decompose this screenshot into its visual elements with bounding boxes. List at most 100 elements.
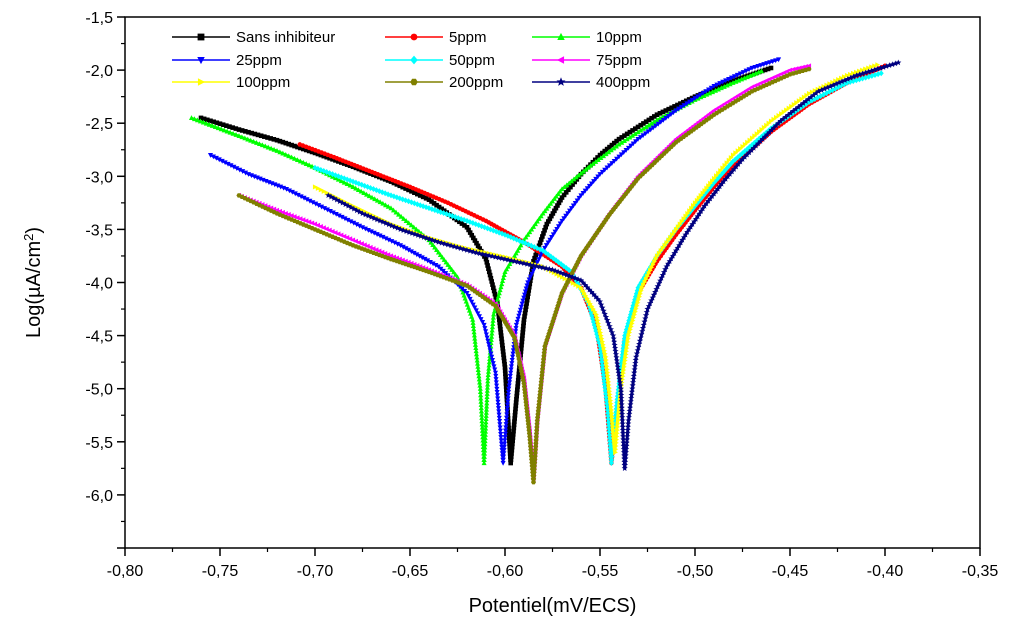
data-point — [623, 439, 630, 446]
data-point — [245, 136, 251, 142]
data-point — [660, 114, 666, 119]
data-point — [776, 113, 782, 119]
data-point — [588, 301, 593, 307]
data-point — [485, 375, 491, 381]
data-point — [248, 137, 254, 143]
data-point — [536, 216, 542, 221]
data-point — [533, 252, 539, 258]
data-point — [591, 179, 597, 185]
data-point — [619, 423, 626, 430]
data-point — [482, 447, 488, 453]
legend-label: 50ppm — [449, 52, 495, 69]
data-point — [514, 397, 519, 402]
data-point — [854, 69, 859, 75]
data-point — [546, 203, 552, 209]
data-point — [371, 230, 377, 236]
data-point — [715, 86, 721, 92]
data-point — [333, 211, 339, 217]
data-point — [240, 169, 246, 174]
data-point — [219, 158, 225, 164]
data-point — [624, 136, 630, 142]
data-point — [569, 273, 576, 280]
data-point — [508, 460, 513, 466]
data-point — [368, 213, 375, 220]
data-point — [222, 160, 228, 166]
data-point — [544, 221, 550, 227]
data-point — [484, 394, 490, 400]
data-point — [303, 147, 309, 153]
ticks-layer: -0,80 -0,75 -0,70 -0,65 -0,60 -0,55 -0,50 -0,45… — [85, 10, 998, 580]
data-point — [779, 115, 787, 122]
data-point — [611, 338, 618, 345]
data-point — [414, 232, 422, 238]
data-point — [471, 329, 477, 335]
data-point — [642, 279, 648, 285]
y-tick-label: -5,0 — [85, 382, 113, 399]
data-point — [507, 380, 513, 386]
data-point — [505, 399, 511, 405]
y-axis-title-prefix: Log(µA/cm — [23, 241, 45, 338]
data-point — [518, 304, 524, 310]
data-point — [330, 171, 336, 178]
data-point — [804, 92, 810, 98]
data-point — [265, 135, 270, 140]
data-point — [883, 63, 890, 69]
data-point — [256, 141, 262, 147]
data-point — [720, 165, 726, 171]
data-point — [492, 253, 499, 260]
data-point — [437, 252, 443, 257]
data-point — [628, 388, 635, 395]
data-point — [692, 200, 698, 206]
data-point — [490, 314, 496, 320]
data-point — [610, 332, 617, 339]
data-point — [484, 400, 490, 406]
data-point — [505, 263, 511, 269]
legend-label: 75ppm — [596, 52, 642, 69]
data-point — [280, 150, 286, 156]
data-point — [426, 197, 432, 202]
data-point — [501, 451, 507, 457]
data-point — [434, 202, 439, 208]
data-point — [530, 265, 535, 271]
legend-marker — [410, 55, 418, 65]
data-point — [523, 304, 529, 309]
data-point — [377, 233, 383, 239]
data-point — [224, 123, 229, 128]
data-point — [632, 126, 638, 131]
data-point — [626, 410, 633, 417]
data-point — [578, 193, 584, 199]
data-point — [510, 432, 516, 437]
x-tick-label: -0,45 — [772, 563, 809, 580]
data-point — [271, 146, 277, 152]
data-point — [431, 201, 437, 206]
data-point — [592, 309, 598, 315]
data-point — [767, 60, 773, 66]
data-point — [827, 83, 834, 90]
data-point — [339, 160, 344, 165]
data-point — [618, 391, 625, 398]
data-point — [403, 246, 409, 252]
data-point — [726, 77, 732, 82]
data-point — [412, 190, 417, 196]
data-point — [243, 170, 249, 176]
data-point — [464, 217, 470, 224]
data-point — [211, 119, 216, 125]
data-point — [630, 372, 637, 379]
data-point — [796, 98, 802, 104]
data-point — [519, 342, 524, 348]
data-point — [710, 178, 715, 184]
data-point — [391, 207, 397, 213]
data-point — [631, 369, 638, 376]
data-point — [623, 436, 631, 443]
x-tick-label: -0,70 — [297, 563, 334, 580]
data-point — [246, 129, 251, 135]
data-point — [644, 305, 651, 312]
data-point — [522, 292, 528, 298]
data-point — [531, 258, 536, 264]
data-point — [508, 364, 514, 370]
data-point — [483, 406, 490, 412]
data-point — [616, 379, 624, 386]
data-point — [484, 387, 490, 393]
data-point — [799, 96, 805, 102]
data-point — [341, 179, 347, 185]
